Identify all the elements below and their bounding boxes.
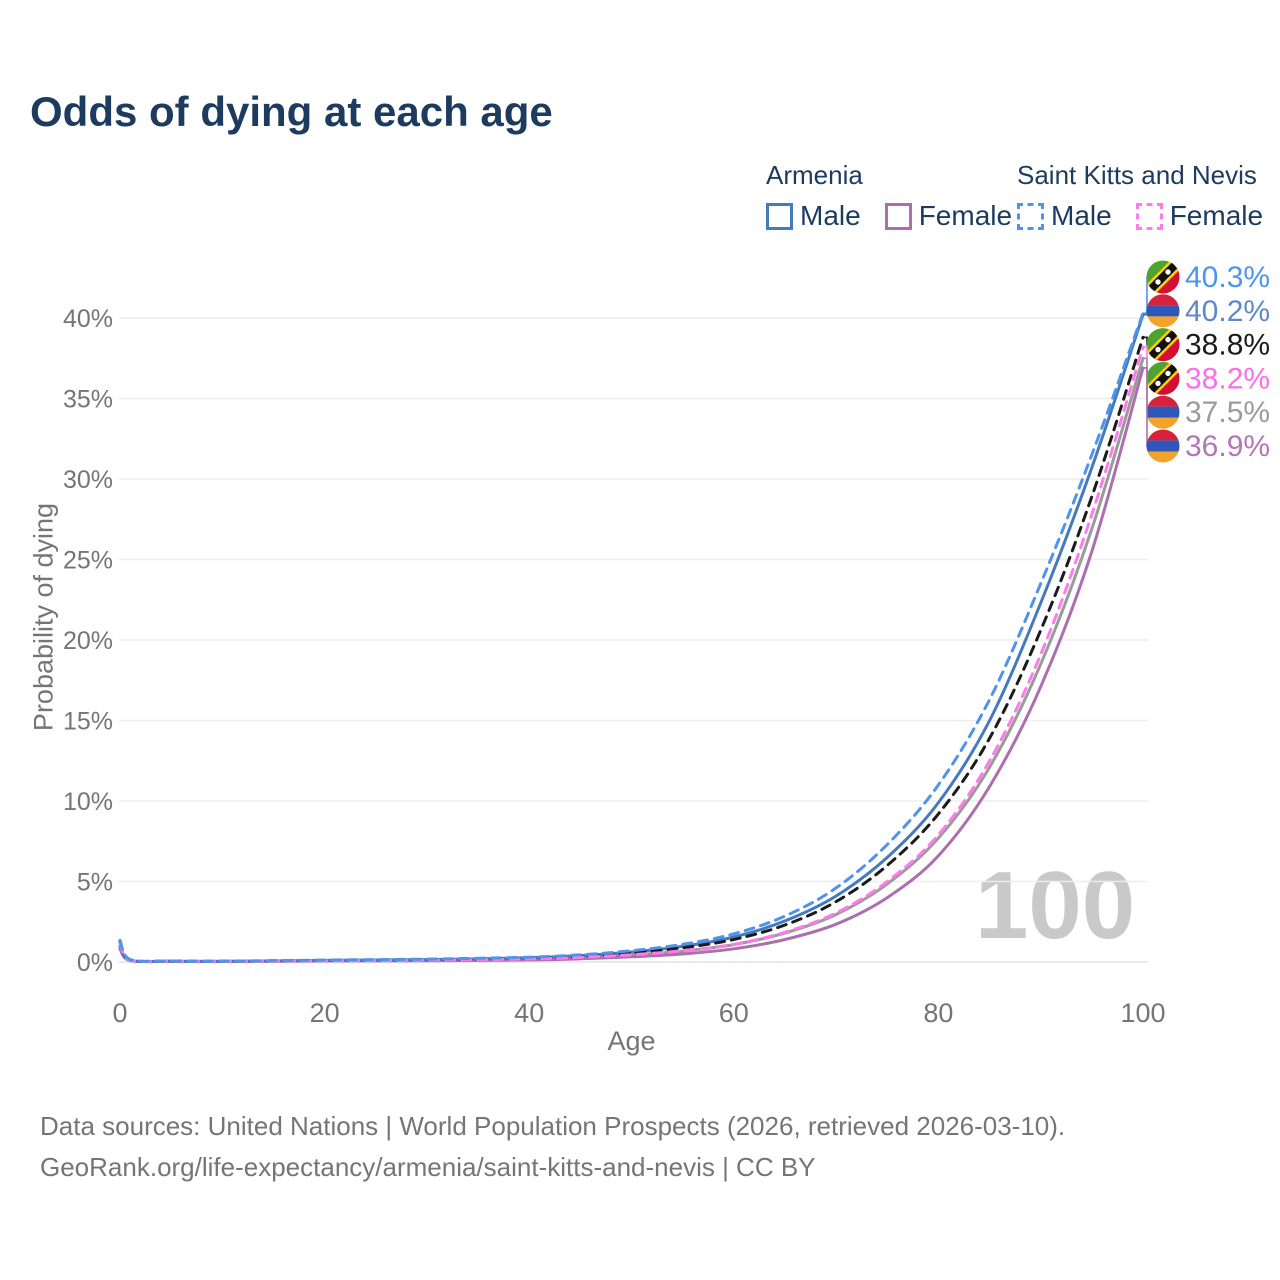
series-line-arm_male: [118, 313, 1145, 964]
legend-country-armenia: Armenia: [766, 160, 863, 190]
legend-country-skn: Saint Kitts and Nevis: [1017, 160, 1257, 190]
legend-label-armenia-female: Female: [918, 200, 1013, 231]
end-value-label-skn_male: 40.3%: [1185, 261, 1270, 294]
x-tick-label-100: 100: [1120, 998, 1165, 1028]
y-tick-label-5: 5%: [77, 869, 113, 897]
armenia-flag-icon: [1146, 395, 1180, 429]
y-tick-label-35: 35%: [63, 386, 113, 414]
footer-source-line-2: GeoRank.org/life-expectancy/armenia/sain…: [40, 1152, 816, 1182]
legend-items-skn: Male Female: [1017, 200, 1263, 232]
y-tick-label-40: 40%: [63, 305, 113, 333]
legend-items-armenia: Male Female: [766, 200, 1012, 232]
armenia-flag-icon: [1146, 294, 1180, 328]
x-axis-title: Age: [607, 1026, 656, 1056]
curve-layer: [118, 311, 1145, 964]
y-tick-label-30: 30%: [63, 466, 113, 494]
end-label-layer: 40.3%40.2%38.8%38.2%37.5%36.9%: [1143, 260, 1270, 463]
legend-label-skn-female: Female: [1169, 200, 1264, 231]
end-value-label-skn_total: 38.8%: [1185, 329, 1270, 362]
legend-item-armenia-male: Male: [766, 200, 861, 232]
legend-swatch-skn-female: [1135, 202, 1163, 230]
legend-label-armenia-male: Male: [800, 200, 861, 231]
end-value-label-arm_female: 36.9%: [1185, 430, 1270, 463]
y-tick-label-20: 20%: [63, 627, 113, 655]
legend-item-skn-female: Female: [1135, 200, 1264, 232]
legend-swatch-armenia-female: [884, 202, 912, 230]
x-tick-label-0: 0: [112, 998, 127, 1028]
grid-layer: 0% 5% 10% 15% 20% 25% 30% 35% 40% 0 20 40 60 80 100: [63, 305, 1166, 1028]
y-tick-label-10: 10%: [63, 788, 113, 816]
legend-label-skn-male: Male: [1051, 200, 1112, 231]
saint-kitts-flag-icon: [1146, 260, 1180, 294]
x-tick-label-60: 60: [719, 998, 749, 1028]
age-watermark: 100: [975, 852, 1136, 959]
legend-group-skn: Saint Kitts and Nevis Male Female: [1017, 160, 1263, 232]
series-line-arm_total: [118, 356, 1145, 964]
legend-group-armenia: Armenia Male Female: [766, 160, 1012, 232]
series-line-skn_male: [118, 311, 1145, 963]
y-tick-label-15: 15%: [63, 708, 113, 736]
legend-item-skn-male: Male: [1017, 200, 1112, 232]
series-line-arm_female: [118, 366, 1145, 964]
saint-kitts-flag-icon: [1146, 361, 1180, 395]
series-line-skn_female: [118, 345, 1145, 964]
end-value-label-skn_female: 38.2%: [1185, 362, 1270, 395]
legend-swatch-armenia-male: [766, 202, 793, 230]
legend-swatch-skn-male: [1017, 202, 1044, 230]
end-value-label-arm_male: 40.2%: [1185, 295, 1270, 328]
x-tick-label-40: 40: [514, 998, 544, 1028]
end-value-label-arm_total: 37.5%: [1185, 396, 1270, 429]
legend-country-armenia-wrap: Armenia: [766, 160, 863, 191]
page-title: Odds of dying at each age: [30, 88, 553, 135]
y-axis-title: Probability of dying: [28, 502, 59, 732]
footer: Data sources: United Nations | World Pop…: [40, 1106, 1065, 1188]
y-tick-label-25: 25%: [63, 547, 113, 575]
legend-item-armenia-female: Female: [884, 200, 1013, 232]
y-tick-label-0: 0%: [77, 949, 113, 977]
legend-country-skn-wrap: Saint Kitts and Nevis: [1017, 160, 1257, 191]
saint-kitts-flag-icon: [1146, 328, 1180, 362]
footer-source-line-1: Data sources: United Nations | World Pop…: [40, 1111, 1066, 1141]
x-tick-label-80: 80: [923, 998, 953, 1028]
armenia-flag-icon: [1146, 429, 1180, 463]
series-line-skn_total: [118, 335, 1145, 963]
x-tick-label-20: 20: [310, 998, 340, 1028]
